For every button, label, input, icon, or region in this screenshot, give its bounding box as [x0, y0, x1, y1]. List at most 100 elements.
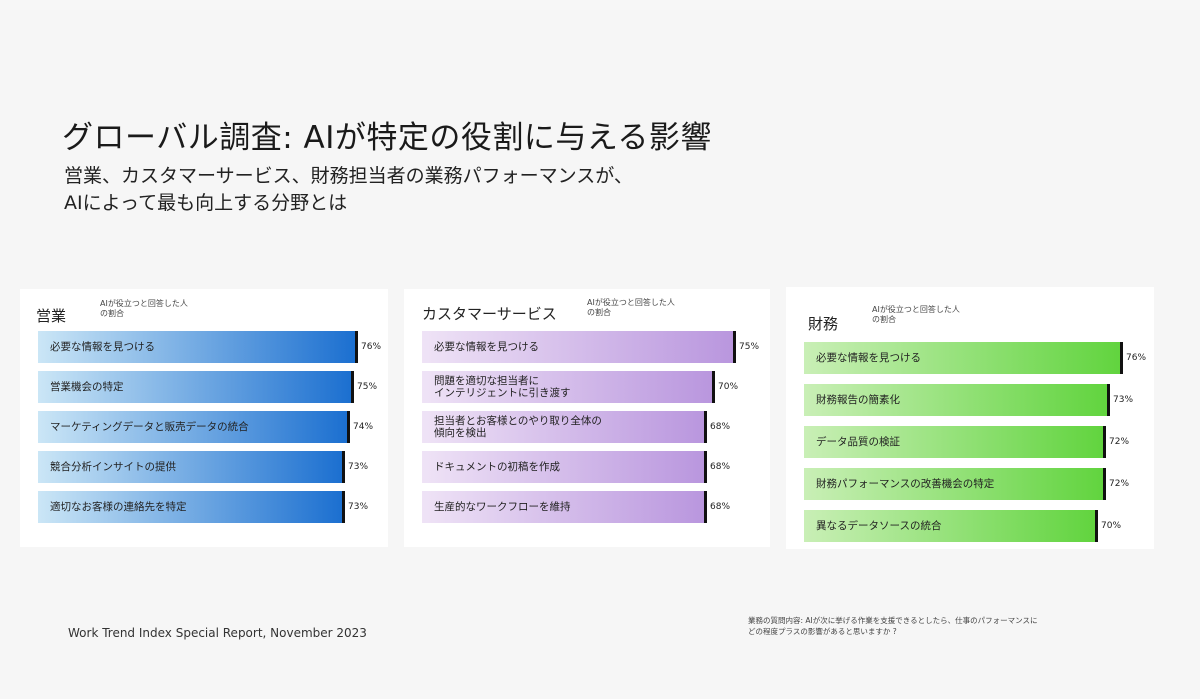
legend-note-line: の割合 [587, 308, 611, 317]
bar-value-label: 68% [710, 422, 731, 432]
bar-sales-4 [38, 451, 343, 483]
legend-note-line: の割合 [100, 309, 124, 318]
chart-title: 営業 [36, 307, 67, 325]
bar-value-label: 73% [348, 462, 369, 472]
source-citation: Work Trend Index Special Report, Novembe… [68, 626, 367, 640]
bar-category-label: データ品質の検証 [816, 436, 900, 448]
chart-panel-sales: 営業 AIが役立つと回答した人 の割合 必要な情報を見つける 76% 営業機会の特定… [20, 289, 388, 547]
bar-value-label: 68% [710, 462, 731, 472]
bar-end-marker [704, 411, 707, 443]
bar-category-label: 必要な情報を見つける [434, 341, 539, 353]
bar-category-label-line: ドキュメントの初稿を作成 [434, 461, 560, 473]
bar-value-label: 72% [1109, 437, 1130, 447]
bar-category-label: 適切なお客様の連絡先を特定 [50, 501, 187, 513]
bar-end-marker [1120, 342, 1123, 374]
bar-category-label-line: 必要な情報を見つける [816, 352, 921, 364]
bar-row: データ品質の検証 72% [804, 426, 1144, 458]
bar-category-label-line: 必要な情報を見つける [434, 341, 539, 353]
bar-category-label: 異なるデータソースの統合 [816, 520, 941, 532]
slide-subtitle: 営業、カスタマーサービス、財務担当者の業務パフォーマンスが、 AIによって最も向… [64, 163, 633, 217]
bar-finance-5 [804, 510, 1096, 542]
chart-panel-finance: 財務 AIが役立つと回答した人 の割合 必要な情報を見つける 76% 財務報告の簡素… [786, 287, 1154, 549]
legend-note: AIが役立つと回答した人 の割合 [587, 298, 675, 318]
bar-end-marker [704, 491, 707, 523]
bar-end-marker [355, 331, 358, 363]
bar-finance-1 [804, 342, 1121, 374]
bar-category-label-line: 生産的なワークフローを維持 [434, 501, 571, 513]
bar-sales-1 [38, 331, 356, 363]
legend-note-line: AIが役立つと回答した人 [872, 305, 960, 314]
bar-value-label: 72% [1109, 479, 1130, 489]
bar-finance-4 [804, 468, 1104, 500]
bar-customer-service-5 [422, 491, 705, 523]
bar-end-marker [351, 371, 354, 403]
chart-title: 財務 [808, 315, 839, 333]
bar-end-marker [347, 411, 350, 443]
bar-row: 財務報告の簡素化 73% [804, 384, 1148, 416]
bar-customer-service-1 [422, 331, 734, 363]
bar-value-label: 73% [348, 502, 369, 512]
bar-value-label: 74% [353, 422, 374, 432]
legend-note-line: AIが役立つと回答した人 [587, 298, 675, 307]
bar-customer-service-2 [422, 371, 713, 403]
bar-value-label: 76% [1126, 353, 1147, 363]
bar-row: 必要な情報を見つける 75% [422, 331, 774, 363]
bar-row: 担当者とお客様とのやり取り全体の 傾向を検出 68% [422, 411, 745, 443]
bar-row: 問題を適切な担当者に インテリジェントに引き渡す 70% [422, 371, 753, 403]
bar-row: 財務パフォーマンスの改善機会の特定 72% [804, 468, 1144, 500]
bar-value-label: 76% [361, 342, 382, 352]
bar-end-marker [1103, 426, 1106, 458]
bar-category-label: 生産的なワークフローを維持 [434, 501, 571, 513]
bar-customer-service-4 [422, 451, 705, 483]
bar-category-label-line: データ品質の検証 [816, 436, 900, 448]
bar-value-label: 75% [357, 382, 378, 392]
legend-note: AIが役立つと回答した人 の割合 [872, 305, 960, 325]
bar-value-label: 68% [710, 502, 731, 512]
legend-note: AIが役立つと回答した人 の割合 [100, 299, 188, 319]
bar-end-marker [1107, 384, 1110, 416]
bar-end-marker [1103, 468, 1106, 500]
chart-title: カスタマーサービス [422, 305, 557, 323]
bar-category-label-line: 異なるデータソースの統合 [816, 520, 942, 532]
bar-category-label: 財務パフォーマンスの改善機会の特定 [816, 478, 994, 490]
legend-note-line: の割合 [872, 315, 896, 324]
bar-value-label: 73% [1113, 395, 1134, 405]
bar-category-label-line: 適切なお客様の連絡先を特定 [50, 501, 187, 513]
bar-category-label-line: 問題を適切な担当者に [434, 375, 539, 387]
bar-value-label: 75% [739, 342, 760, 352]
bar-end-marker [704, 451, 707, 483]
bar-end-marker [342, 451, 345, 483]
bar-value-label: 70% [1101, 521, 1122, 531]
bar-category-label-line: インテリジェントに引き渡す [434, 387, 571, 399]
bar-end-marker [733, 331, 736, 363]
bar-customer-service-3 [422, 411, 705, 443]
bar-category-label-line: 傾向を検出 [434, 427, 487, 439]
subtitle-line-1: 営業、カスタマーサービス、財務担当者の業務パフォーマンスが、 [64, 165, 633, 187]
bar-category-label-line: 営業機会の特定 [50, 381, 124, 393]
bar-category-label: 必要な情報を見つける [50, 341, 155, 353]
bar-end-marker [342, 491, 345, 523]
bar-row: 競合分析インサイトの提供 73% [38, 451, 383, 483]
bar-value-label: 70% [718, 382, 739, 392]
bar-category-label-line: 財務パフォーマンスの改善機会の特定 [816, 478, 995, 490]
bar-category-label-line: 競合分析インサイトの提供 [50, 461, 176, 473]
bar-category-label-line: 必要な情報を見つける [50, 341, 155, 353]
bar-category-label: 営業機会の特定 [50, 381, 124, 393]
bar-category-label: 担当者とお客様とのやり取り全体の 傾向を検出 [434, 415, 602, 439]
subtitle-line-2: AIによって最も向上する分野とは [64, 192, 348, 214]
bar-category-label: マーケティングデータと販売データの統合 [50, 421, 249, 433]
bar-category-label: 競合分析インサイトの提供 [50, 461, 176, 473]
bar-row: マーケティングデータと販売データの統合 74% [38, 411, 388, 443]
bar-row: 適切なお客様の連絡先を特定 73% [38, 491, 383, 523]
bar-row: ドキュメントの初稿を作成 68% [422, 451, 745, 483]
bar-category-label-line: 担当者とお客様とのやり取り全体の [434, 415, 602, 427]
bar-row: 異なるデータソースの統合 70% [804, 510, 1136, 542]
bar-category-label: ドキュメントの初稿を作成 [434, 461, 560, 473]
footnote-line-2: どの程度プラスの影響があると思いますか ? [748, 627, 897, 636]
bar-finance-3 [804, 426, 1104, 458]
bar-category-label: 問題を適切な担当者に インテリジェントに引き渡す [434, 375, 571, 399]
bar-end-marker [712, 371, 715, 403]
bar-sales-2 [38, 371, 352, 403]
bar-sales-3 [38, 411, 348, 443]
bar-sales-5 [38, 491, 343, 523]
